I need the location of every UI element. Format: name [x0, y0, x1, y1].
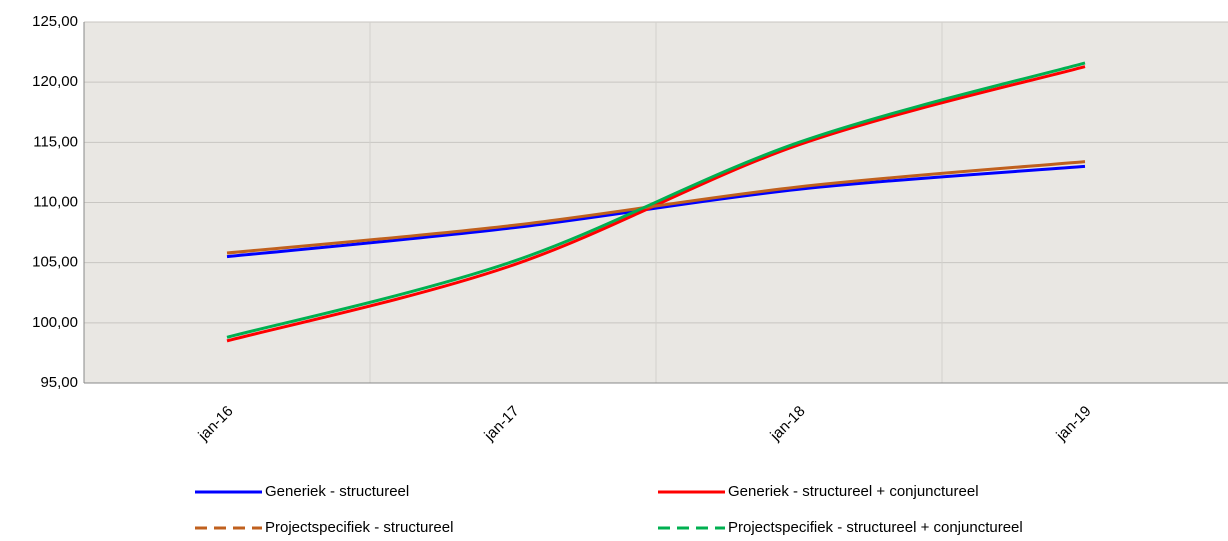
- y-tick-label: 120,00: [32, 73, 78, 90]
- y-tick-label: 110,00: [33, 193, 78, 210]
- legend-label: Projectspecifiek - structureel + conjunc…: [728, 519, 1023, 536]
- x-tick-label: jan-17: [480, 403, 522, 445]
- x-tick-label: jan-16: [194, 403, 236, 445]
- series-line: [226, 164, 1086, 259]
- y-tick-label: 95,00: [40, 374, 78, 391]
- x-tick-label: jan-19: [1052, 403, 1094, 445]
- y-tick-label: 100,00: [32, 314, 78, 331]
- legend-label: Generiek - structureel: [265, 483, 409, 500]
- y-tick-label: 115,00: [33, 133, 78, 150]
- series-line: [226, 160, 1086, 255]
- series-line: [226, 61, 1086, 339]
- y-tick-label: 125,00: [32, 13, 78, 30]
- legend-label: Generiek - structureel + conjunctureel: [728, 483, 979, 500]
- y-tick-label: 105,00: [32, 254, 78, 271]
- legend-label: Projectspecifiek - structureel: [265, 519, 453, 536]
- x-tick-label: jan-18: [766, 403, 808, 445]
